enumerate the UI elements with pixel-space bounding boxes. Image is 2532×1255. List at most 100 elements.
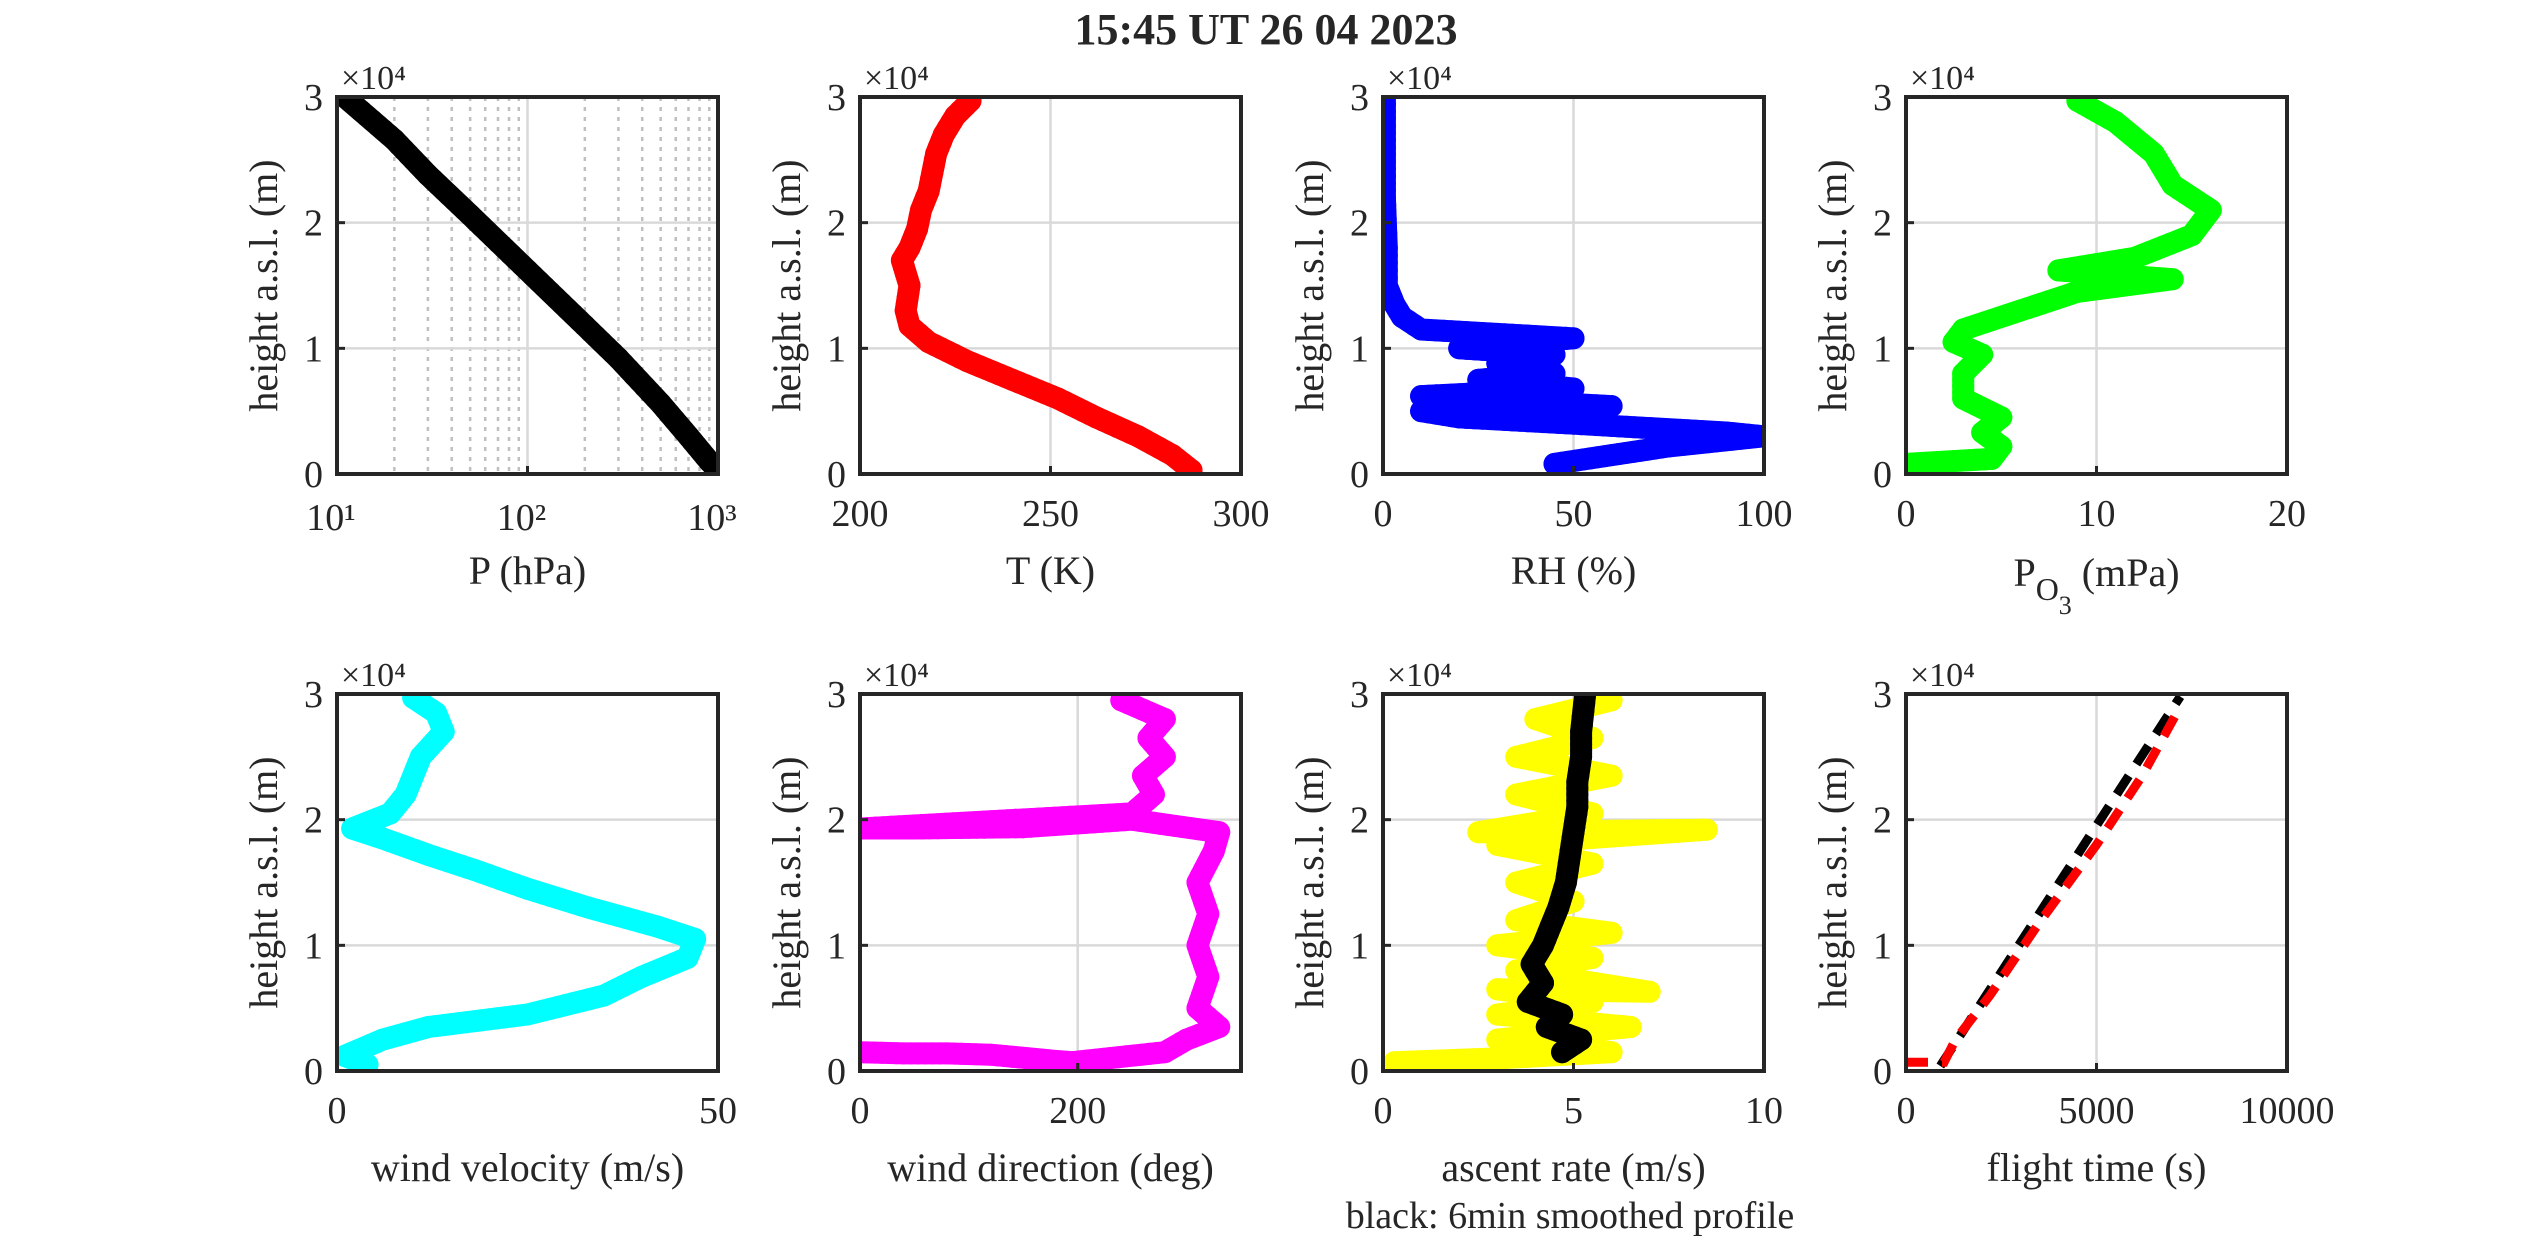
y-axis-label: height a.s.l. (m) <box>1287 756 1332 1008</box>
data-point <box>1600 694 1623 712</box>
x-tick-label: 0 <box>851 1090 870 1132</box>
y-tick-label: 0 <box>1873 454 1892 496</box>
data-point <box>1110 694 1133 712</box>
y-tick-label: 2 <box>1350 203 1369 245</box>
grid <box>858 692 1241 1073</box>
y-axis-label: height a.s.l. (m) <box>1810 159 1855 411</box>
y-tick-label: 3 <box>827 674 846 716</box>
y-axis-label: height a.s.l. (m) <box>241 159 286 411</box>
panel-ozone: 0 10 20 0 1 2 3 ×10⁴ height a.s.l. (m) PO3 (mPa) <box>1810 60 2306 620</box>
data-point <box>402 694 425 709</box>
y-tick-label: 3 <box>1350 674 1369 716</box>
x-axis-label: T (K) <box>1006 548 1095 593</box>
y-exponent: ×10⁴ <box>864 60 929 97</box>
y-axis-label: height a.s.l. (m) <box>764 756 809 1008</box>
panel-pressure: 10¹ 10² 10³ 0 1 2 3 ×10⁴ height a.s.l. (m) P (hPa… <box>241 60 737 593</box>
data-layer <box>860 694 1231 1071</box>
grid <box>1904 692 2289 1073</box>
y-tick-label: 0 <box>304 454 323 496</box>
x-tick-label: 200 <box>1049 1090 1106 1132</box>
y-exponent: ×10⁴ <box>1387 60 1452 97</box>
y-axis-label: height a.s.l. (m) <box>1810 756 1855 1008</box>
series-black <box>337 97 718 474</box>
x-axis-label: PO3 (mPa) <box>2013 550 2179 620</box>
panel-flight-time: 0 5000 10000 0 1 2 3 ×10⁴ height a.s.l. (m) fligh… <box>1810 657 2335 1190</box>
y-tick-label: 3 <box>304 77 323 119</box>
y-tick-label: 3 <box>1350 77 1369 119</box>
data-layer <box>890 97 1203 474</box>
y-exponent: ×10⁴ <box>1387 657 1452 694</box>
y-tick-label: 0 <box>1350 1051 1369 1093</box>
y-tick-label: 3 <box>304 674 323 716</box>
y-tick-label: 1 <box>827 328 846 370</box>
x-tick-label: 10 <box>1745 1090 1783 1132</box>
panel-wind-direction: 0 200 0 1 2 3 ×10⁴ height a.s.l. (m) wind direct… <box>764 657 1243 1190</box>
series-red <box>890 97 1203 474</box>
series-blue <box>1383 97 1764 474</box>
data-point <box>1573 694 1596 708</box>
x-tick-label: 10000 <box>2240 1090 2335 1132</box>
y-tick-label: 1 <box>1350 925 1369 967</box>
y-tick-label: 3 <box>1873 77 1892 119</box>
data-layer <box>1383 97 1764 474</box>
x-tick-label: 0 <box>1374 493 1393 535</box>
axes-box <box>335 692 720 1073</box>
x-tick-label: 5 <box>1564 1090 1583 1132</box>
panel-ascent-rate: 0 5 10 0 1 2 3 ×10⁴ height a.s.l. (m) ascent rate… <box>1287 657 1783 1190</box>
y-exponent: ×10⁴ <box>1910 60 1975 97</box>
y-tick-label: 0 <box>827 454 846 496</box>
y-tick-label: 0 <box>304 1051 323 1093</box>
y-tick-label: 2 <box>1350 800 1369 842</box>
x-axis-label: wind velocity (m/s) <box>371 1145 684 1190</box>
panel-wind-velocity: 0 50 0 1 2 3 ×10⁴ height a.s.l. (m) wind velocit… <box>241 657 737 1190</box>
x-tick-label: 10 <box>2078 493 2116 535</box>
footnote: black: 6min smoothed profile <box>1346 1195 1795 1237</box>
x-tick-label: 0 <box>1897 1090 1916 1132</box>
y-exponent: ×10⁴ <box>341 657 406 694</box>
y-tick-label: 2 <box>1873 800 1892 842</box>
x-tick-label: 0 <box>1374 1090 1393 1132</box>
y-tick-label: 0 <box>827 1051 846 1093</box>
x-tick-label: 0 <box>328 1090 347 1132</box>
x-axis-label: P (hPa) <box>469 548 586 593</box>
data-point <box>959 97 982 112</box>
x-axis-label: RH (%) <box>1511 548 1637 593</box>
y-tick-label: 2 <box>1873 203 1892 245</box>
x-tick-label: 50 <box>1555 493 1593 535</box>
x-tick-label: 200 <box>832 493 889 535</box>
y-tick-label: 1 <box>827 925 846 967</box>
y-tick-label: 3 <box>827 77 846 119</box>
y-tick-label: 0 <box>1873 1051 1892 1093</box>
series-line-red <box>1906 704 2185 1067</box>
axes-box <box>858 692 1243 1073</box>
series-black <box>1516 694 1596 1064</box>
y-tick-label: 1 <box>1350 328 1369 370</box>
x-tick-label: 10¹ <box>306 497 355 539</box>
x-tick-label: 5000 <box>2059 1090 2135 1132</box>
x-tick-label: 10³ <box>687 497 736 539</box>
y-tick-label: 1 <box>304 328 323 370</box>
y-tick-label: 2 <box>827 203 846 245</box>
y-tick-label: 1 <box>304 925 323 967</box>
x-tick-label: 10² <box>497 497 546 539</box>
y-axis-label: height a.s.l. (m) <box>241 756 286 1008</box>
data-layer <box>1906 694 2185 1069</box>
data-layer <box>1383 694 1718 1071</box>
y-tick-label: 2 <box>304 800 323 842</box>
figure-title: 15:45 UT 26 04 2023 <box>1075 5 1458 54</box>
x-tick-label: 50 <box>699 1090 737 1132</box>
x-tick-label: 300 <box>1213 493 1270 535</box>
x-axis-label: flight time (s) <box>1987 1145 2207 1190</box>
y-tick-label: 1 <box>1873 925 1892 967</box>
x-tick-label: 100 <box>1736 493 1793 535</box>
panel-temperature: 200 250 300 0 1 2 3 ×10⁴ height a.s.l. (m) T (K) <box>764 60 1270 593</box>
series-magenta <box>860 694 1231 1071</box>
y-axis-label: height a.s.l. (m) <box>764 159 809 411</box>
y-tick-label: 3 <box>1873 674 1892 716</box>
y-tick-label: 1 <box>1873 328 1892 370</box>
y-tick-label: 2 <box>827 800 846 842</box>
y-tick-label: 0 <box>1350 454 1369 496</box>
x-axis-label: ascent rate (m/s) <box>1441 1145 1705 1190</box>
series-cyan <box>337 694 707 1071</box>
